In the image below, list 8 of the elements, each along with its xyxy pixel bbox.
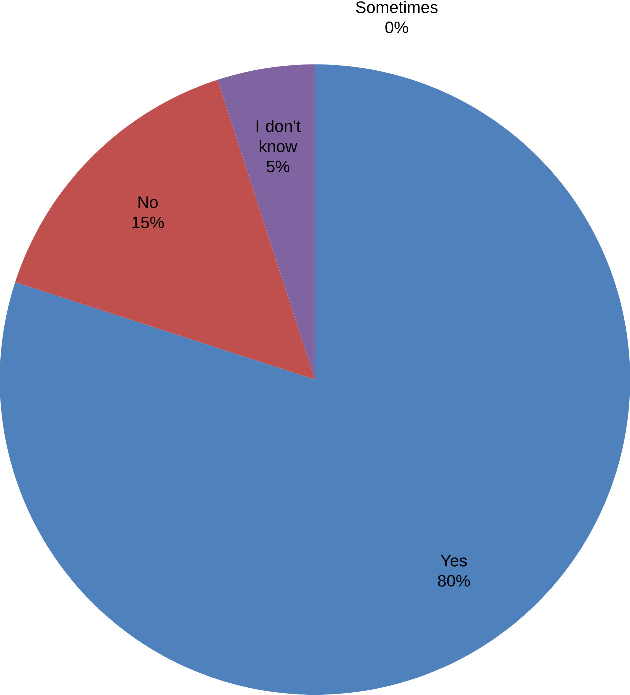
data-label: 80% (438, 575, 470, 587)
slice-label: Yes (440, 555, 467, 567)
text: 0% (385, 22, 408, 34)
data-label: 15% (132, 216, 164, 229)
slice-label: No (138, 196, 158, 208)
slice-label: I don't know (256, 120, 301, 152)
category-label: Sometimes (356, 1, 438, 14)
data-label: 5% (266, 160, 290, 173)
